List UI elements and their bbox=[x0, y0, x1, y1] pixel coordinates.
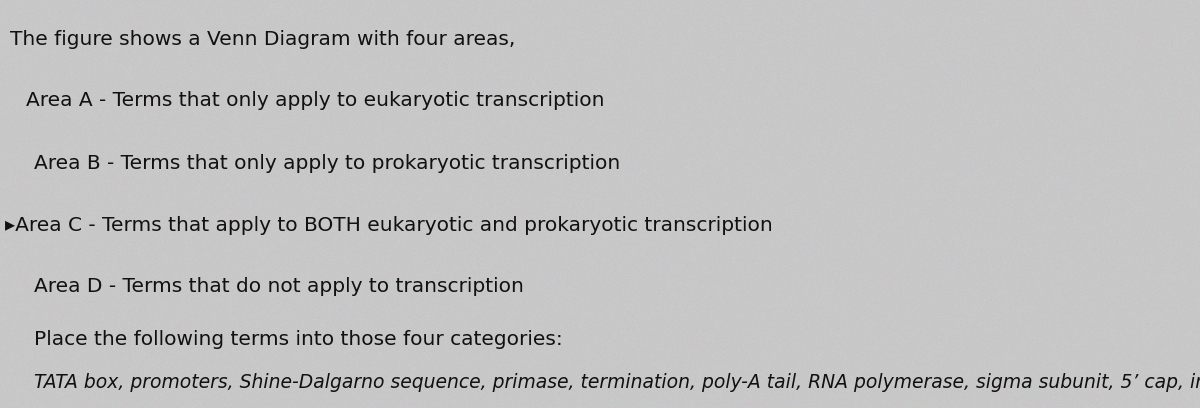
Text: The figure shows a Venn Diagram with four areas,: The figure shows a Venn Diagram with fou… bbox=[10, 30, 515, 49]
Text: ▸Area C - Terms that apply to BOTH eukaryotic and prokaryotic transcription: ▸Area C - Terms that apply to BOTH eukar… bbox=[5, 215, 773, 235]
Text: Area B - Terms that only apply to prokaryotic transcription: Area B - Terms that only apply to prokar… bbox=[34, 154, 620, 173]
Text: Area D - Terms that do not apply to transcription: Area D - Terms that do not apply to tran… bbox=[34, 277, 523, 296]
Text: Area A - Terms that only apply to eukaryotic transcription: Area A - Terms that only apply to eukary… bbox=[26, 91, 605, 110]
Text: TATA box, promoters, Shine-Dalgarno sequence, primase, termination, poly-A tail,: TATA box, promoters, Shine-Dalgarno sequ… bbox=[34, 373, 1200, 392]
Text: Place the following terms into those four categories:: Place the following terms into those fou… bbox=[34, 330, 563, 349]
